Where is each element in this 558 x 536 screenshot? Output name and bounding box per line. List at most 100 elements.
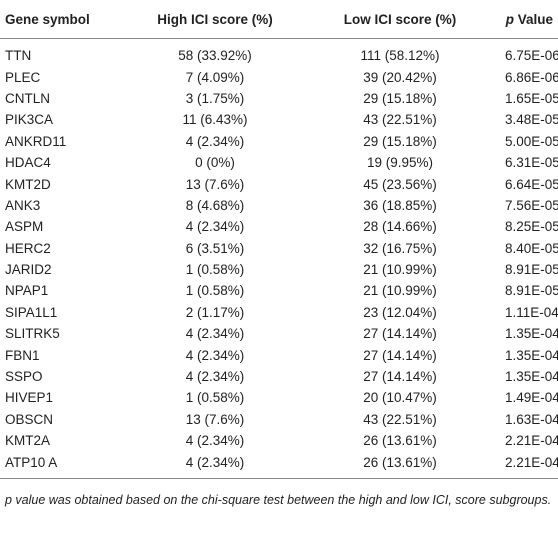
header-text: Value <box>517 11 553 27</box>
table-cell: 1 (0.58%) <box>185 262 245 278</box>
table-row: OBSCN 13 (7.6%) 43 (22.51%) 1.63E-04 <box>0 409 558 430</box>
table-cell: PIK3CA <box>5 112 54 128</box>
table-cell: 8.91E-05 <box>505 262 558 278</box>
table-cell: 29 (15.18%) <box>363 133 437 149</box>
table-cell: 21 (10.99%) <box>363 283 437 299</box>
table-cell: 4 (2.34%) <box>130 451 300 479</box>
table-cell: 29 (15.18%) <box>363 90 437 106</box>
table-cell: NPAP1 <box>5 283 49 299</box>
header-cell: p Value <box>500 0 558 39</box>
table-cell: 26 (13.61%) <box>300 451 500 479</box>
table-cell: 19 (9.95%) <box>366 155 434 171</box>
table-cell: 1.63E-04 <box>505 411 558 427</box>
table-header: Gene symbol High ICI score (%) Low ICI s… <box>0 0 558 39</box>
table-cell: 1 (0.58%) <box>185 390 245 406</box>
table-cell: 27 (14.14%) <box>363 369 437 385</box>
header-cell: Gene symbol <box>0 0 130 39</box>
table-cell: 1.35E-04 <box>505 369 558 385</box>
table-cell: HDAC4 <box>5 155 51 171</box>
table-row: PLEC 7 (4.09%) 39 (20.42%) 6.86E-06 <box>0 66 558 87</box>
table-cell: 6.75E-06 <box>505 48 558 64</box>
table-cell: ASPM <box>5 219 44 235</box>
table-cell: JARID2 <box>5 262 52 278</box>
table-row: SLITRK5 4 (2.34%) 27 (14.14%) 1.35E-04 <box>0 323 558 344</box>
table-cell: 4 (2.34%) <box>185 433 245 449</box>
table-row: KMT2A 4 (2.34%) 26 (13.61%) 2.21E-04 <box>0 430 558 451</box>
table-cell: HERC2 <box>5 240 51 256</box>
table-row: ANK3 8 (4.68%) 36 (18.85%) 7.56E-05 <box>0 195 558 216</box>
table-cell: SSPO <box>5 369 43 385</box>
table-cell: SIPA1L1 <box>5 304 58 320</box>
table-cell: ATP10 A <box>0 451 130 479</box>
table-cell: 27 (14.14%) <box>363 326 437 342</box>
table-cell: 21 (10.99%) <box>363 262 437 278</box>
table-row: ASPM 4 (2.34%) 28 (14.66%) 8.25E-05 <box>0 216 558 237</box>
table-cell: 4 (2.34%) <box>185 347 245 363</box>
table-row: JARID2 1 (0.58%) 21 (10.99%) 8.91E-05 <box>0 259 558 280</box>
gene-table: Gene symbol High ICI score (%) Low ICI s… <box>0 0 558 479</box>
footnote: p value was obtained based on the chi-sq… <box>5 492 552 507</box>
table-cell: FBN1 <box>5 347 40 363</box>
table-cell: 1 (0.58%) <box>185 283 245 299</box>
header-cell: Low ICI score (%) <box>300 0 500 39</box>
table-body: TTN 58 (33.92%) 111 (58.12%) 6.75E-06 PLEC 7 … <box>0 39 558 479</box>
table-cell: KMT2D <box>5 176 51 192</box>
table-row: CNTLN 3 (1.75%) 29 (15.18%) 1.65E-05 <box>0 88 558 109</box>
table-cell: 6.31E-05 <box>505 155 558 171</box>
table-cell: 28 (14.66%) <box>363 219 437 235</box>
table-cell: 32 (16.75%) <box>363 240 437 256</box>
table-cell: 8.40E-05 <box>505 240 558 256</box>
table-cell: 2.21E-04 <box>505 433 558 449</box>
table-row: HDAC4 0 (0%) 19 (9.95%) 6.31E-05 <box>0 152 558 173</box>
table-cell: 5.00E-05 <box>505 133 558 149</box>
table-cell: 4 (2.34%) <box>185 133 245 149</box>
table-cell: 27 (14.14%) <box>363 347 437 363</box>
table-cell: PLEC <box>5 69 41 85</box>
table-cell: 45 (23.56%) <box>363 176 437 192</box>
table-cell: 11 (6.43%) <box>182 112 248 128</box>
table-cell: 39 (20.42%) <box>363 69 437 85</box>
header-row: Gene symbol High ICI score (%) Low ICI s… <box>0 0 558 39</box>
table-row: KMT2D 13 (7.6%) 45 (23.56%) 6.64E-05 <box>0 173 558 194</box>
table-cell: 13 (7.6%) <box>185 176 245 192</box>
table-cell: TTN <box>5 48 32 64</box>
table-cell: 4 (2.34%) <box>185 326 245 342</box>
table-cell: 1.35E-04 <box>505 347 558 363</box>
table-row: SIPA1L1 2 (1.17%) 23 (12.04%) 1.11E-04 <box>0 302 558 323</box>
table-cell: ANKRD11 <box>5 133 67 149</box>
table-cell: 3.48E-05 <box>505 112 558 128</box>
table-cell: 6.64E-05 <box>505 176 558 192</box>
table-cell: KMT2A <box>5 433 51 449</box>
table-cell: 23 (12.04%) <box>363 304 437 320</box>
table-cell: 7 (4.09%) <box>185 69 245 85</box>
table-cell: 13 (7.6%) <box>185 411 245 427</box>
table-cell: CNTLN <box>5 90 51 106</box>
table-cell: 0 (0%) <box>195 155 235 171</box>
table-cell: ANK3 <box>5 197 41 213</box>
table-cell: 111 (58.12%) <box>360 48 440 64</box>
table-cell: 43 (22.51%) <box>363 112 437 128</box>
table-cell: 4 (2.34%) <box>185 219 245 235</box>
table-cell: 26 (13.61%) <box>363 433 437 449</box>
table-row: PIK3CA 11 (6.43%) 43 (22.51%) 3.48E-05 <box>0 109 558 130</box>
header-italic: p <box>505 11 514 27</box>
table-row: NPAP1 1 (0.58%) 21 (10.99%) 8.91E-05 <box>0 280 558 301</box>
table-cell: 2 (1.17%) <box>185 304 245 320</box>
table-row: HERC2 6 (3.51%) 32 (16.75%) 8.40E-05 <box>0 238 558 259</box>
table-row: SSPO 4 (2.34%) 27 (14.14%) 1.35E-04 <box>0 366 558 387</box>
table-cell: 1.65E-05 <box>505 90 558 106</box>
table-cell: 8.91E-05 <box>505 283 558 299</box>
table-cell: 58 (33.92%) <box>178 48 252 64</box>
table-cell: 8.25E-05 <box>505 219 558 235</box>
table-cell: OBSCN <box>5 411 54 427</box>
table-cell: 6 (3.51%) <box>185 240 245 256</box>
table-row: HIVEP1 1 (0.58%) 20 (10.47%) 1.49E-04 <box>0 387 558 408</box>
table-cell: 6.86E-06 <box>505 69 558 85</box>
table-cell: 20 (10.47%) <box>363 390 437 406</box>
table-cell: 1.11E-04 <box>505 304 558 320</box>
table-cell: 3 (1.75%) <box>185 90 245 106</box>
table-cell: 1.35E-04 <box>505 326 558 342</box>
table-cell: HIVEP1 <box>5 390 54 406</box>
